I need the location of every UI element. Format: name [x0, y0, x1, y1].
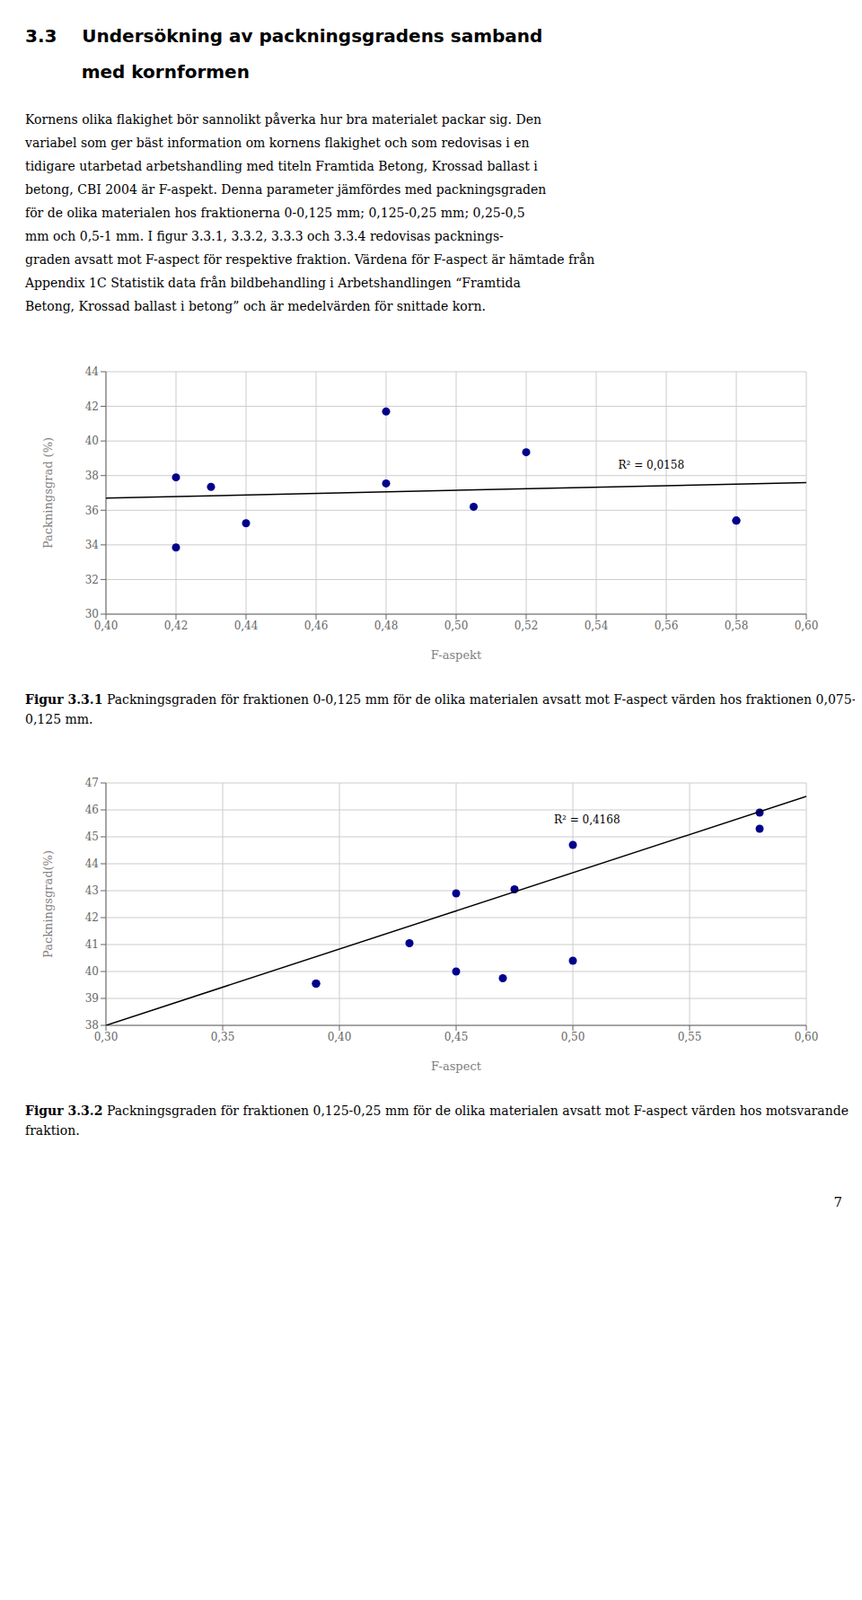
- svg-text:0,50: 0,50: [561, 1030, 586, 1044]
- html-text:7: 7: [833, 1194, 843, 1211]
- svg-text:44: 44: [85, 365, 100, 379]
- html-text:för de olika materialen hos fr: för de olika materialen hos fraktionerna…: [25, 205, 526, 220]
- svg-text:0,35: 0,35: [211, 1030, 236, 1044]
- svg-text:40: 40: [85, 434, 99, 448]
- svg-text:Packningsgrad (%): Packningsgrad (%): [41, 437, 55, 549]
- svg-text:0,45: 0,45: [444, 1030, 469, 1044]
- svg-text:39: 39: [85, 992, 99, 1005]
- svg-text:32: 32: [85, 573, 99, 587]
- svg-text:R² = 0,0158: R² = 0,0158: [618, 458, 686, 472]
- svg-text:30: 30: [85, 607, 99, 621]
- html-text:variabel som ger bäst informat: variabel som ger bäst information om kor…: [25, 135, 530, 150]
- svg-text:F-aspekt: F-aspekt: [431, 648, 483, 662]
- html-text:Betong, Krossad ballast i beto: Betong, Krossad ballast i betong” och är…: [25, 299, 486, 314]
- svg-text:0,55: 0,55: [677, 1030, 703, 1044]
- svg-text:0,54: 0,54: [584, 619, 609, 633]
- svg-text:0,52: 0,52: [514, 619, 539, 633]
- svg-text:43: 43: [85, 884, 99, 898]
- html-text:betong, CBI 2004 är F-aspekt.: betong, CBI 2004 är F-aspekt. Denna para…: [25, 182, 547, 197]
- svg-text:34: 34: [85, 538, 100, 552]
- svg-text:36: 36: [85, 504, 99, 518]
- html-text:3.3 Undersökning av packningsg: 3.3 Undersökning av packningsgradens sam…: [25, 25, 543, 47]
- svg-text:0,50: 0,50: [444, 619, 469, 633]
- svg-text:40: 40: [85, 965, 99, 978]
- html-text:graden avsatt mot F-aspect för: graden avsatt mot F-aspect för respektiv…: [25, 252, 595, 267]
- svg-text:38: 38: [85, 469, 99, 483]
- svg-text:0,44: 0,44: [234, 619, 259, 633]
- svg-text:44: 44: [85, 857, 100, 871]
- html-text:tidigare utarbetad arbetshandl: tidigare utarbetad arbetshandling med ti…: [25, 158, 538, 174]
- svg-text:0,58: 0,58: [724, 619, 749, 633]
- svg-text:41: 41: [85, 938, 99, 951]
- svg-text:0,48: 0,48: [374, 619, 399, 633]
- svg-text:42: 42: [85, 400, 99, 414]
- svg-text:R² = 0,4168: R² = 0,4168: [554, 813, 621, 827]
- svg-text:0,30: 0,30: [94, 1030, 119, 1044]
- html-text:med kornformen: med kornformen: [25, 61, 250, 83]
- svg-text:0,60: 0,60: [794, 1030, 819, 1044]
- svg-text:0,42: 0,42: [164, 619, 189, 633]
- svg-text:42: 42: [85, 911, 99, 924]
- html-text:Kornens olika flakighet bör sa: Kornens olika flakighet bör sannolikt på…: [25, 112, 542, 127]
- html-text:Appendix 1C Statistik data frå: Appendix 1C Statistik data från bildbeha…: [25, 275, 521, 291]
- svg-text:Packningsgrad(%): Packningsgrad(%): [41, 850, 55, 959]
- svg-text:46: 46: [85, 803, 99, 817]
- svg-text:0,60: 0,60: [794, 619, 819, 633]
- svg-text:F-aspect: F-aspect: [431, 1059, 483, 1074]
- html-text:Figur 3.3.2 Packningsgraden fö: Figur 3.3.2 Packningsgraden för fraktion…: [25, 1103, 849, 1138]
- svg-text:45: 45: [85, 830, 99, 844]
- svg-text:0,40: 0,40: [327, 1030, 352, 1044]
- html-text:mm och 0,5-1 mm. I figur 3.3.1: mm och 0,5-1 mm. I figur 3.3.1, 3.3.2, 3…: [25, 228, 504, 244]
- svg-text:0,56: 0,56: [654, 619, 679, 633]
- svg-text:47: 47: [85, 776, 99, 790]
- html-text:Figur 3.3.1 Packningsgraden fö: Figur 3.3.1 Packningsgraden för fraktion…: [25, 692, 857, 727]
- svg-text:38: 38: [85, 1019, 99, 1032]
- svg-text:0,46: 0,46: [304, 619, 329, 633]
- svg-text:0,40: 0,40: [94, 619, 119, 633]
